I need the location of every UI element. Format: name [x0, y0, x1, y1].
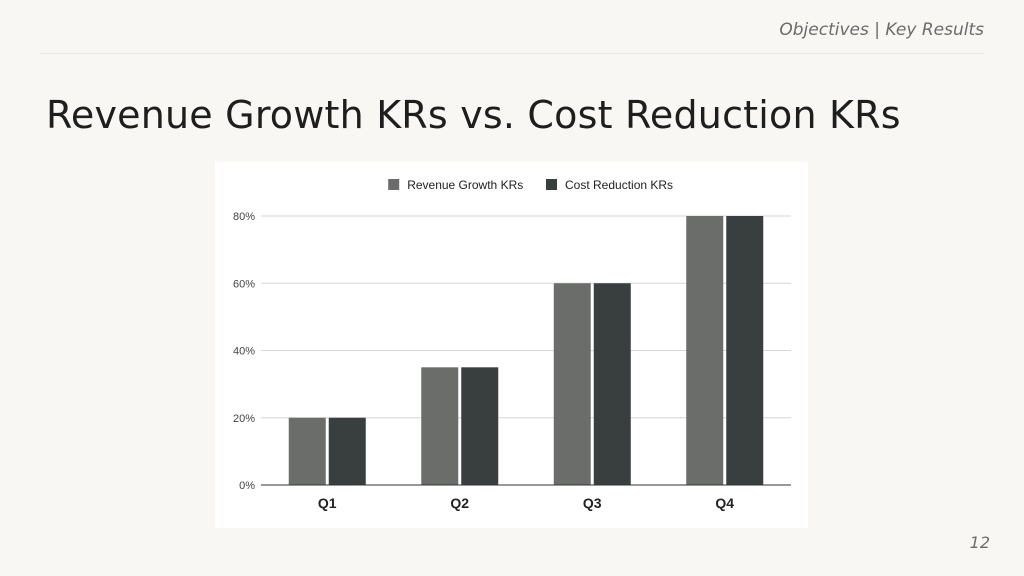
x-category-label: Q1 — [318, 495, 337, 511]
bar-q1-series-1 — [288, 417, 326, 485]
y-tick-label: 20% — [233, 413, 255, 425]
bar-q3-series-1 — [553, 283, 591, 485]
section-label: Objectives | Key Results — [779, 20, 984, 40]
slide-title: Revenue Growth KRs vs. Cost Reduction KR… — [46, 93, 901, 137]
x-category-label: Q4 — [715, 495, 734, 511]
header-divider — [40, 53, 984, 54]
legend-label-series-1: Revenue Growth KRs — [407, 178, 523, 192]
bar-q3-series-2 — [593, 283, 631, 485]
y-tick-label: 40% — [233, 346, 255, 358]
legend-label-series-2: Cost Reduction KRs — [565, 178, 673, 192]
bar-q4-series-1 — [686, 216, 724, 485]
bar-q4-series-2 — [726, 216, 764, 485]
page-number: 12 — [969, 533, 990, 552]
y-tick-label: 80% — [233, 211, 255, 223]
legend-swatch-series-2 — [546, 179, 557, 190]
chart-card: 0% 20% 40% 60% 80% Q1 Q2 Q3 Q4 Revenue Growth KRs… — [215, 162, 808, 528]
legend-swatch-series-1 — [388, 179, 400, 190]
x-category-label: Q3 — [583, 495, 602, 511]
bar-q2-series-1 — [421, 367, 459, 485]
y-tick-label: 60% — [233, 278, 255, 290]
y-tick-label: 0% — [239, 480, 255, 492]
bar-q1-series-2 — [328, 417, 366, 485]
bar-chart: 0% 20% 40% 60% 80% Q1 Q2 Q3 Q4 Revenue Growth KRs… — [233, 178, 791, 511]
x-category-label: Q2 — [450, 495, 469, 511]
bar-q2-series-2 — [461, 367, 499, 485]
